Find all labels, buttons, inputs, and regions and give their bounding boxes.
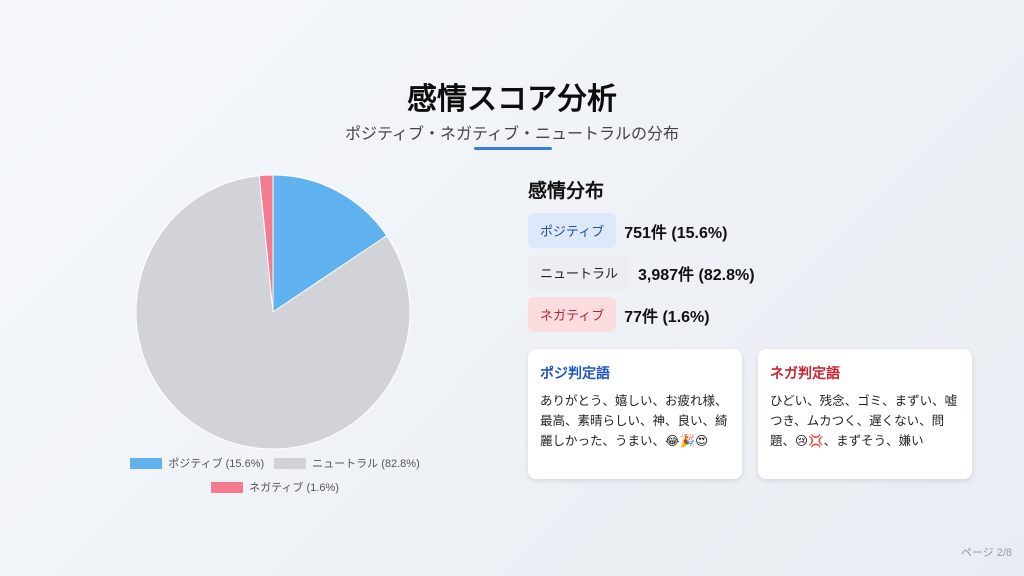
sentiment-pie-chart bbox=[135, 174, 411, 450]
legend-label-neutral: ニュートラル (82.8%) bbox=[312, 458, 420, 470]
title-underline bbox=[474, 147, 552, 150]
negative-count: 77件 (1.6%) bbox=[624, 308, 710, 326]
distribution-title: 感情分布 bbox=[528, 180, 605, 202]
positive-badge: ポジティブ bbox=[528, 213, 617, 248]
neutral-count: 3,987件 (82.8%) bbox=[638, 266, 755, 284]
legend-item-positive[interactable]: ポジティブ (15.6%) bbox=[130, 455, 264, 471]
legend-swatch-negative bbox=[211, 481, 244, 493]
legend-swatch-positive bbox=[130, 457, 163, 469]
page-number: ページ 2/8 bbox=[960, 547, 1012, 559]
chart-legend: ポジティブ (15.6%) ニュートラル (82.8%) ネガティブ (1.6%… bbox=[110, 455, 440, 503]
legend-item-negative[interactable]: ネガティブ (1.6%) bbox=[211, 479, 339, 495]
positive-words-card: ポジ判定語 ありがとう、嬉しい、お疲れ様、最高、素晴らしい、神、良い、綺麗しかっ… bbox=[528, 349, 742, 479]
positive-words-text: ありがとう、嬉しい、お疲れ様、最高、素晴らしい、神、良い、綺麗しかった、うまい、… bbox=[540, 393, 728, 448]
pie-slice-neutral[interactable] bbox=[135, 175, 411, 450]
legend-item-neutral[interactable]: ニュートラル (82.8%) bbox=[274, 455, 420, 471]
negative-words-title: ネガ判定語 bbox=[770, 366, 840, 382]
negative-words-card: ネガ判定語 ひどい、残念、ゴミ、まずい、嘘つき、ムカつく、遅くない、問題、😢💢、… bbox=[758, 349, 972, 479]
page-subtitle: ポジティブ・ネガティブ・ニュートラルの分布 bbox=[344, 124, 680, 143]
legend-swatch-neutral bbox=[274, 457, 307, 469]
pie-slice-positive[interactable] bbox=[272, 174, 388, 313]
legend-label-negative: ネガティブ (1.6%) bbox=[249, 482, 339, 494]
stat-row-positive: ポジティブ 751件 (15.6%) bbox=[528, 213, 727, 248]
stat-row-negative: ネガティブ 77件 (1.6%) bbox=[528, 297, 710, 332]
neutral-badge: ニュートラル bbox=[528, 255, 631, 290]
positive-words-title: ポジ判定語 bbox=[540, 366, 610, 382]
pie-slice-negative[interactable] bbox=[258, 174, 274, 313]
negative-badge: ネガティブ bbox=[528, 297, 617, 332]
stat-row-neutral: ニュートラル 3,987件 (82.8%) bbox=[528, 255, 755, 290]
legend-label-positive: ポジティブ (15.6%) bbox=[168, 458, 265, 470]
negative-words-text: ひどい、残念、ゴミ、まずい、嘘つき、ムカつく、遅くない、問題、😢💢、まずそう、嫌… bbox=[770, 393, 958, 448]
positive-count: 751件 (15.6%) bbox=[624, 224, 728, 242]
page-title: 感情スコア分析 bbox=[407, 82, 617, 117]
